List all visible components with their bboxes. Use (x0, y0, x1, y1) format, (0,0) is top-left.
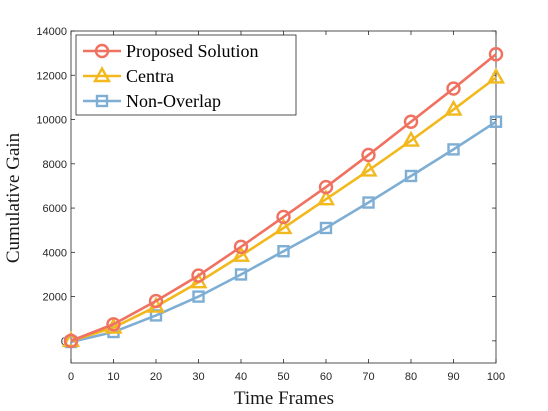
y-tick-label: 6000 (43, 203, 67, 215)
data-point (318, 179, 334, 195)
series-line (70, 53, 497, 343)
legend-entry: Proposed Solution (83, 41, 259, 61)
series-proposed-solution (63, 47, 504, 349)
x-tick-label: 20 (150, 371, 162, 383)
legend-swatch-marker (94, 43, 110, 59)
data-point (447, 143, 460, 156)
legend-entry: Centra (83, 66, 174, 86)
data-point (148, 293, 164, 309)
data-point (276, 209, 291, 225)
legend-swatch-marker (92, 66, 112, 83)
data-point (192, 290, 205, 303)
y-tick-label: 4000 (43, 247, 67, 259)
legend-entry: Non-Overlap (83, 91, 221, 111)
data-point (446, 81, 461, 96)
data-point (319, 221, 333, 235)
data-point (106, 317, 121, 332)
data-point (231, 245, 251, 262)
y-tick-label: 10000 (36, 115, 67, 127)
data-point (277, 245, 290, 258)
data-point (444, 99, 463, 116)
y-tick-label: 2000 (43, 292, 67, 304)
series-line (70, 120, 497, 344)
data-point (486, 67, 506, 84)
data-point (489, 115, 503, 128)
x-tick-label: 100 (487, 371, 505, 383)
y-tick-label: 12000 (36, 70, 67, 82)
x-tick-label: 70 (362, 371, 374, 383)
x-axis-label: Time Frames (234, 388, 334, 409)
x-tick-label: 90 (447, 371, 459, 383)
x-tick-label: 80 (405, 371, 417, 383)
data-point (359, 160, 378, 177)
data-point (401, 130, 421, 147)
x-tick-label: 40 (235, 371, 247, 383)
data-point (404, 169, 418, 183)
x-tick-label: 50 (277, 371, 289, 383)
y-tick-label: 8000 (43, 159, 67, 171)
data-point (234, 268, 248, 281)
x-axis-ticks: 0 10 20 30 40 50 60 70 80 90 100 (68, 31, 505, 383)
legend-swatch-marker (95, 94, 109, 108)
y-axis-label: Cumulative Gain (3, 132, 24, 263)
legend-label: Centra (126, 66, 174, 86)
data-point (191, 268, 206, 283)
legend-label: Proposed Solution (126, 41, 259, 61)
data-point (362, 196, 375, 209)
legend: Proposed Solution Centra Non-Overlap (75, 34, 297, 116)
data-point (361, 147, 376, 163)
data-point (316, 189, 336, 206)
series-layer (61, 47, 506, 349)
data-point (488, 47, 504, 62)
data-point (274, 218, 293, 235)
y-tick-label: 14000 (36, 26, 67, 38)
x-tick-label: 30 (192, 371, 204, 383)
data-point (233, 239, 249, 255)
x-tick-label: 10 (107, 371, 119, 383)
x-tick-label: 60 (320, 371, 332, 383)
data-point (403, 114, 419, 129)
data-point (63, 333, 79, 349)
x-tick-label: 0 (68, 371, 74, 383)
legend-label: Non-Overlap (126, 91, 221, 111)
series-line (70, 76, 497, 343)
